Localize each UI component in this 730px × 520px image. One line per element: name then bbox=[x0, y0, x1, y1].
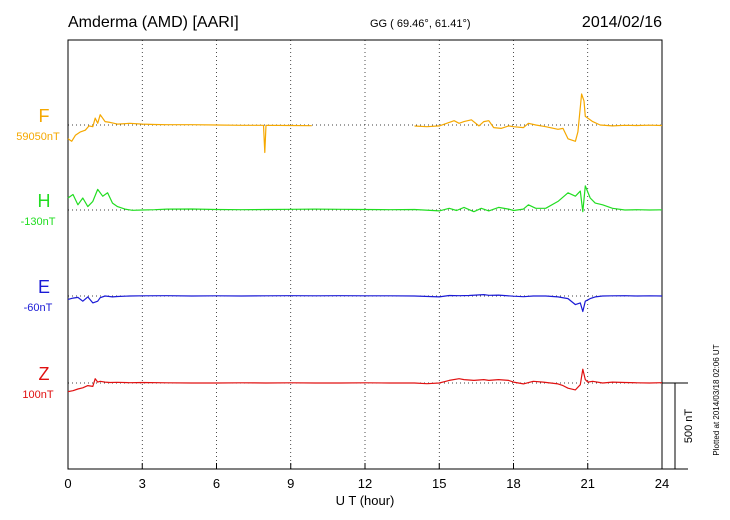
scale-bar: 500 nT bbox=[662, 382, 695, 470]
x-tick-label-6: 6 bbox=[213, 476, 220, 491]
series-line-E bbox=[67, 294, 663, 313]
series-name-E: E bbox=[38, 277, 50, 297]
scale-bar-label: 500 nT bbox=[683, 409, 695, 444]
series-baseline-E: -60nT bbox=[24, 302, 53, 314]
series-line-F bbox=[67, 93, 663, 154]
x-tick-label-3: 3 bbox=[139, 476, 146, 491]
station-title: Amderma (AMD) [AARI] bbox=[68, 14, 239, 31]
x-tick-label-21: 21 bbox=[581, 476, 595, 491]
x-tick-label-15: 15 bbox=[432, 476, 446, 491]
series-group bbox=[67, 93, 663, 393]
series-baseline-Z: 100nT bbox=[22, 389, 53, 401]
series-name-F: F bbox=[39, 106, 50, 126]
series-baseline-H: -130nT bbox=[21, 216, 56, 228]
series-line-H bbox=[67, 185, 663, 213]
series-name-Z: Z bbox=[39, 364, 50, 384]
x-tick-label-18: 18 bbox=[506, 476, 520, 491]
x-tick-label-24: 24 bbox=[655, 476, 669, 491]
series-labels: F 59050nT H -130nT E -60nT Z 100nT bbox=[16, 106, 60, 401]
series-baseline-F: 59050nT bbox=[16, 131, 60, 143]
series-line-Z bbox=[67, 368, 663, 393]
x-axis-ticks: 0 3 6 9 12 15 18 21 24 bbox=[64, 463, 669, 491]
plot-date: 2014/02/16 bbox=[582, 14, 662, 31]
x-tick-label-12: 12 bbox=[358, 476, 372, 491]
x-tick-label-0: 0 bbox=[64, 476, 71, 491]
plotted-timestamp: Plotted at 2014/03/18 02:06 UT bbox=[712, 344, 721, 455]
x-axis-label: U T (hour) bbox=[336, 493, 395, 508]
geographic-coordinates: GG ( 69.46°, 61.41°) bbox=[370, 18, 471, 30]
x-tick-label-9: 9 bbox=[287, 476, 294, 491]
series-name-H: H bbox=[38, 191, 51, 211]
grid-lines bbox=[68, 40, 662, 469]
